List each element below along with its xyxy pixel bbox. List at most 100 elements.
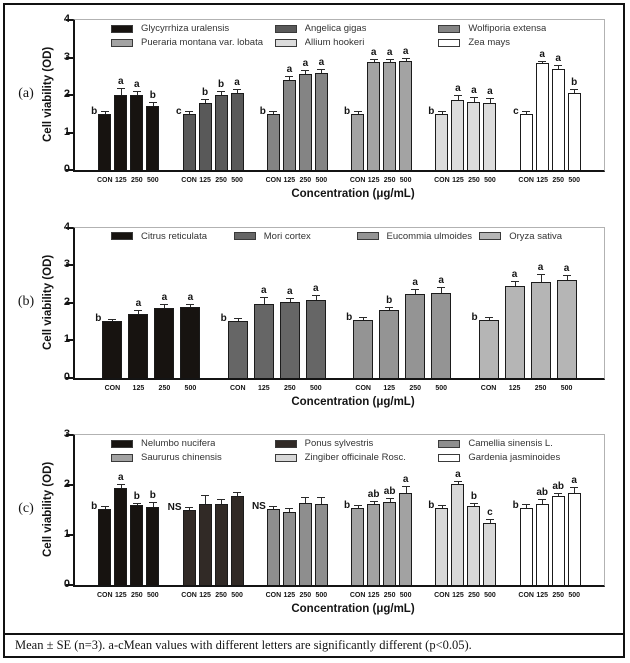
error-bar xyxy=(574,488,576,493)
bar xyxy=(399,492,413,586)
x-tick-label: 500 xyxy=(231,177,243,184)
legend-item-label: Ponus sylvestris xyxy=(304,438,374,450)
legend-item: Mori cortex xyxy=(233,231,355,242)
bar-cell: b CON xyxy=(344,500,365,599)
legend-item: Glycyrrhiza uralensis xyxy=(111,23,273,34)
error-bar-cap xyxy=(132,91,141,92)
bar-cell: a 125 xyxy=(535,49,549,184)
bar-cell: a 500 xyxy=(180,293,201,392)
y-tick-mark xyxy=(66,94,73,96)
bar xyxy=(467,101,481,170)
bar xyxy=(478,319,499,378)
significance-letter: a xyxy=(302,57,309,69)
bar-cell: a 250 xyxy=(298,58,312,184)
bar-cell: a 250 xyxy=(130,80,144,184)
legend-item: Camellia sinensis L. xyxy=(438,438,600,449)
x-tick-label: 125 xyxy=(283,592,296,600)
bar-cell: b CON xyxy=(513,500,534,599)
bar xyxy=(367,62,381,170)
series-group: b CON a 125 a 250 a 500 xyxy=(260,57,328,184)
legend-item-label: Saururus chinensis xyxy=(141,452,222,464)
error-bar-cap xyxy=(562,274,571,276)
significance-letter: b xyxy=(386,294,393,306)
error-bar xyxy=(457,96,459,100)
error-bar xyxy=(189,112,191,114)
significance-letter: b xyxy=(571,77,578,89)
x-tick-label: 250 xyxy=(468,177,480,184)
y-tick-mark xyxy=(66,226,73,229)
significance-letter: c xyxy=(176,105,182,117)
significance-letter: b xyxy=(133,490,140,502)
series-group: b CON a 125 a 250 a 500 xyxy=(344,47,413,184)
legend-swatch xyxy=(438,453,461,462)
x-tick-label: CON xyxy=(104,384,121,392)
error-bar xyxy=(120,89,122,95)
legend-item-label: Camellia sinensis L. xyxy=(468,438,553,450)
bar xyxy=(198,102,212,170)
x-tick-label: CON xyxy=(181,592,197,600)
bar-cell: b CON xyxy=(95,313,123,392)
error-bar xyxy=(566,275,568,281)
bar xyxy=(383,501,397,586)
significance-letter: a xyxy=(370,46,377,58)
bar xyxy=(567,492,581,586)
bar-cell: 250 xyxy=(298,496,312,599)
error-bar-cap xyxy=(148,501,157,503)
error-bar xyxy=(389,307,391,311)
bar xyxy=(504,285,525,378)
legend-item: Gardenia jasminoides xyxy=(438,452,600,463)
error-bar-cap xyxy=(469,503,478,505)
error-bar-cap xyxy=(317,496,326,498)
error-bar xyxy=(112,319,114,321)
significance-letter: a xyxy=(135,297,142,309)
bar xyxy=(180,307,201,378)
x-tick-label: 250 xyxy=(383,592,396,600)
bar xyxy=(154,308,175,378)
series-group: b CON a 125 a 250 b 500 xyxy=(91,77,160,184)
error-bar-cap xyxy=(285,298,294,300)
error-bar-cap xyxy=(148,102,157,104)
series-group: b CON a 125 a 250 a 500 xyxy=(471,263,577,392)
significance-letter: a xyxy=(134,79,140,90)
significance-letter: a xyxy=(386,46,393,58)
error-bar xyxy=(305,497,307,503)
bar xyxy=(535,504,549,586)
error-bar-cap xyxy=(554,492,563,494)
error-bar-cap xyxy=(116,483,125,485)
error-bar-cap xyxy=(201,99,210,101)
error-bar-cap xyxy=(285,76,294,77)
bar-cell: a 125 xyxy=(114,77,128,184)
x-tick-label: 125 xyxy=(257,384,270,392)
bar-cell: a 250 xyxy=(154,292,175,392)
error-bar xyxy=(221,92,223,95)
error-bar-cap xyxy=(536,274,545,276)
bar xyxy=(519,113,533,170)
bar-cell: c CON xyxy=(176,106,197,184)
significance-letter: ab xyxy=(383,486,396,498)
bar xyxy=(182,510,196,586)
legend-swatch xyxy=(274,38,297,47)
bar xyxy=(314,72,328,170)
error-bar xyxy=(514,282,516,286)
error-bar xyxy=(415,289,417,294)
bar-cell: a 125 xyxy=(367,47,381,184)
bar xyxy=(230,92,244,170)
legend-item: Allium hookeri xyxy=(274,37,437,48)
error-bar xyxy=(321,69,323,73)
error-bar-cap xyxy=(485,519,494,521)
significance-letter: b xyxy=(428,105,435,117)
bar-cell: b CON xyxy=(346,312,374,392)
x-axis-title-b: Concentration (μg/mL) xyxy=(291,395,415,408)
error-bar-cap xyxy=(259,297,268,299)
legend-item-label: Glycyrrhiza uralensis xyxy=(141,23,230,34)
bar-cell: b CON xyxy=(91,502,112,600)
bar xyxy=(253,303,274,378)
bar-cell: a 125 xyxy=(451,84,465,184)
legend-item: Angelica gigas xyxy=(274,23,437,34)
bar xyxy=(367,503,381,586)
significance-letter: b xyxy=(149,90,156,102)
x-tick-label: 500 xyxy=(484,177,496,184)
bar xyxy=(431,293,452,378)
x-tick-label: 125 xyxy=(132,384,145,392)
bar-cell: 125 xyxy=(198,494,212,599)
